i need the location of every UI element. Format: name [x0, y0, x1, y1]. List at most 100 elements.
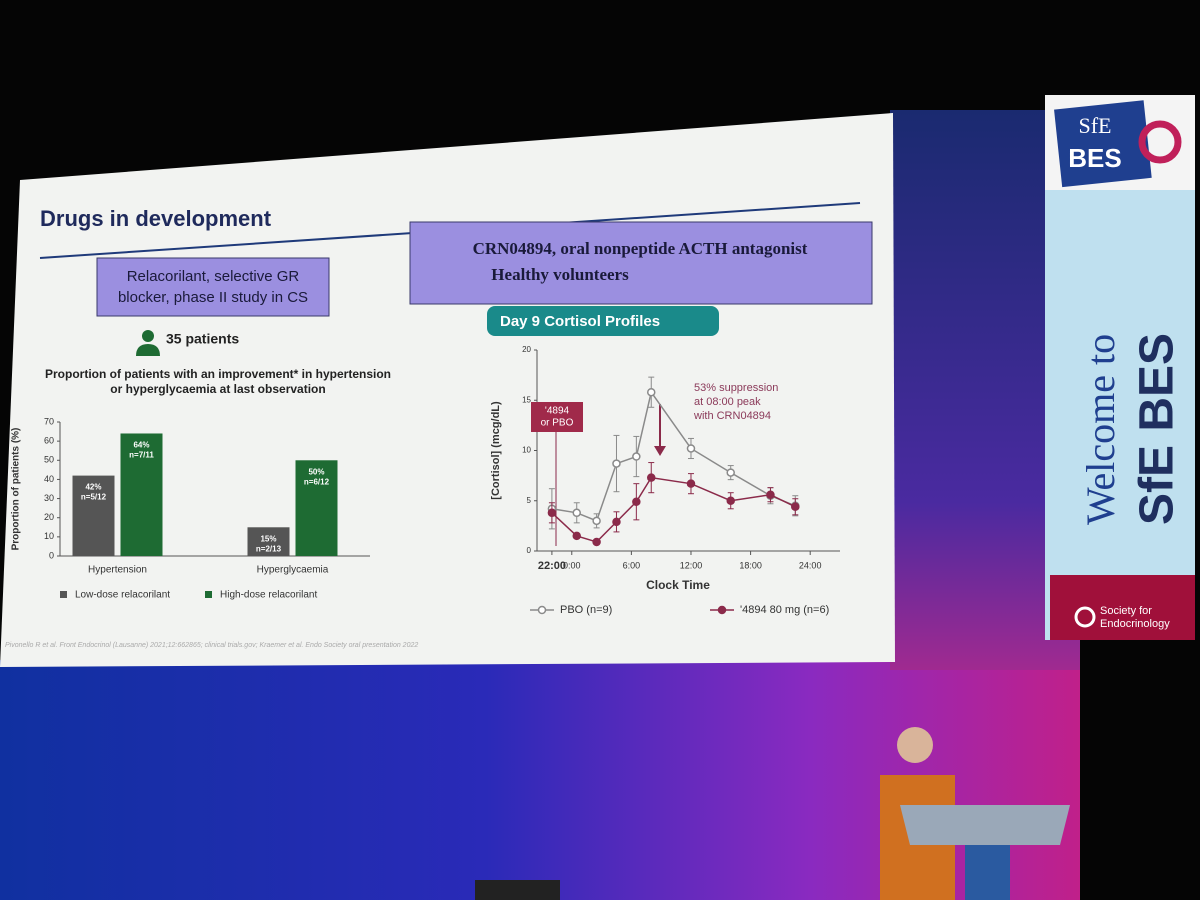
value-label: 50%: [308, 467, 324, 476]
dose-box: [531, 402, 583, 432]
point: [791, 502, 800, 512]
legend-label: '4894 80 mg (n=6): [740, 604, 829, 616]
box-left: [96, 257, 330, 317]
chart-title: Proportion of patients with an improveme…: [45, 367, 391, 381]
y-tick-label: 20: [522, 345, 531, 354]
series-line: [551, 476, 796, 543]
point: [612, 459, 621, 468]
y-tick-label: 0: [527, 546, 532, 555]
y-tick-label: 5: [527, 496, 532, 505]
series-line: [551, 390, 796, 522]
point: [686, 444, 696, 453]
bar: [247, 527, 290, 556]
legend-swatch: [60, 591, 67, 598]
chart-title: Day 9 Cortisol Profiles: [500, 313, 660, 330]
x-tick-label: 12:00: [680, 560, 703, 570]
value-label: 15%: [260, 534, 276, 543]
charts: Proportion of patients with an improveme…: [11, 306, 840, 616]
logo-ring: [1138, 120, 1182, 164]
value-label: n=2/13: [256, 544, 282, 553]
banner-footer: [1050, 575, 1195, 640]
annotation: or PBO: [541, 418, 574, 429]
box-left-line: Relacorilant, selective GR: [127, 268, 300, 285]
value-label: 64%: [133, 441, 149, 450]
logo-text: SfE: [1079, 113, 1112, 138]
value-label: n=6/12: [304, 477, 330, 486]
bar: [120, 433, 163, 556]
point: [646, 473, 656, 482]
society: Endocrinology: [1100, 618, 1170, 630]
society: Society for: [1100, 605, 1152, 617]
legend-label: High-dose relacorilant: [220, 590, 317, 601]
monitor: [475, 880, 560, 900]
box-left-line: blocker, phase II study in CS: [118, 289, 308, 306]
y-tick-label: 10: [522, 446, 531, 455]
annotation: '4894: [545, 406, 570, 417]
x-tick-label: 6:00: [623, 560, 641, 570]
legend-swatch: [205, 591, 212, 598]
x-tick-label: 24:00: [799, 560, 822, 570]
logo-text: BES: [1068, 143, 1121, 173]
box-right: [409, 221, 873, 305]
y-tick-label: 30: [44, 493, 54, 503]
point: [766, 490, 775, 499]
point: [632, 497, 641, 507]
value-label: 42%: [85, 483, 101, 492]
chart-title: or hyperglycaemia at last observation: [110, 382, 325, 396]
annotation: with CRN04894: [693, 410, 771, 422]
bar: [72, 475, 115, 556]
y-tick-label: 70: [44, 416, 54, 426]
x-tick-label: Hyperglycaemia: [257, 565, 329, 576]
legend-label: PBO (n=9): [560, 604, 612, 616]
title-box: [487, 306, 719, 336]
lectern: [900, 805, 1070, 845]
x-tick-label: 0:00: [563, 560, 581, 570]
banner-welcome: Welcome to: [1078, 334, 1123, 525]
box-right-line: Healthy volunteers: [491, 265, 629, 284]
point: [547, 508, 557, 518]
person-icon: [136, 344, 160, 356]
box-right-line: CRN04894, oral nonpeptide ACTH antagonis…: [473, 239, 808, 258]
speaker-head: [897, 727, 933, 763]
annotation: at 08:00 peak: [694, 396, 761, 408]
annotation: 53% suppression: [694, 382, 778, 394]
y-tick-label: 10: [44, 531, 54, 541]
point: [632, 452, 641, 461]
point: [572, 508, 581, 518]
point: [646, 387, 656, 397]
society-icon: [1074, 606, 1096, 628]
x-tick-label: 22:00: [538, 560, 566, 572]
banner-name: SfE BES: [1131, 333, 1184, 525]
point: [592, 516, 601, 526]
point: [592, 537, 601, 547]
y-tick-label: 60: [44, 436, 54, 446]
y-tick-label: 40: [44, 474, 54, 484]
y-tick-label: 0: [49, 550, 54, 560]
x-tick-label: Hypertension: [88, 565, 147, 576]
y-tick-label: 20: [44, 512, 54, 522]
y-tick-label: 50: [44, 455, 54, 465]
bar: [295, 460, 338, 556]
legend-marker: [537, 605, 547, 615]
patients: 35 patients: [166, 331, 239, 347]
point: [726, 496, 735, 505]
x-axis-label: Clock Time: [646, 578, 710, 592]
lectern-base: [965, 845, 1010, 900]
arrow-head: [654, 446, 666, 456]
legend-label: Low-dose relacorilant: [75, 590, 170, 601]
y-tick-label: 15: [522, 395, 531, 404]
point: [686, 479, 696, 488]
logo: [1054, 100, 1152, 188]
value-label: n=5/12: [81, 493, 107, 502]
x-tick-label: 18:00: [739, 560, 762, 570]
point: [726, 468, 735, 477]
point: [612, 517, 621, 527]
legend-marker: [717, 605, 727, 615]
y-axis-label: [Cortisol] (mcg/dL): [490, 401, 502, 500]
value-label: n=7/11: [129, 451, 154, 460]
point: [572, 531, 581, 541]
footnote: Pivonello R et al. Front Endocrinol (Lau…: [5, 642, 418, 649]
slide-title: Drugs in development: [40, 206, 272, 231]
